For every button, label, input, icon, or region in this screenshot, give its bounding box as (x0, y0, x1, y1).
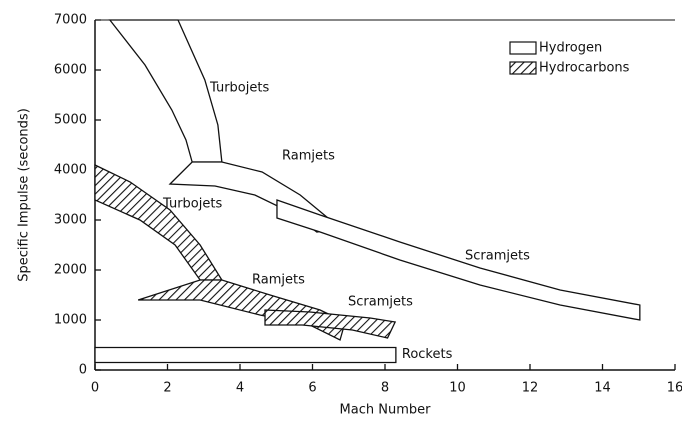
y-tick-label: 2000 (54, 263, 87, 278)
rockets-band (94, 346, 397, 364)
x-tick-label: 8 (381, 381, 389, 396)
band (264, 309, 397, 339)
band-label: Turbojets (209, 81, 269, 96)
x-tick-label: 6 (308, 381, 316, 396)
y-tick-label: 5000 (54, 113, 87, 128)
x-tick-label: 12 (522, 381, 539, 396)
x-axis-label: Mach Number (340, 403, 432, 418)
band-label: Ramjets (252, 273, 305, 288)
y-tick-label: 1000 (54, 313, 87, 328)
x-tick-label: 10 (449, 381, 466, 396)
legend-label: Hydrogen (539, 41, 602, 56)
band-label: Scramjets (465, 249, 530, 264)
y-axis-label: Specific Impulse (seconds) (17, 108, 32, 282)
y-tick-label: 3000 (54, 213, 87, 228)
x-tick-label: 4 (236, 381, 244, 396)
band (276, 199, 641, 321)
legend-swatch (509, 61, 537, 75)
x-tick-label: 2 (163, 381, 171, 396)
band (108, 19, 223, 163)
y-tick-label: 7000 (54, 13, 87, 28)
y-tick-label: 6000 (54, 63, 87, 78)
x-tick-label: 0 (91, 381, 99, 396)
band-label: Scramjets (348, 295, 413, 310)
band-label: Rockets (402, 347, 453, 362)
legend-label: Hydrocarbons (539, 61, 630, 76)
x-tick-label: 16 (667, 381, 682, 396)
legend-swatch (509, 41, 537, 55)
x-tick-label: 14 (594, 381, 611, 396)
band-label: Turbojets (162, 197, 222, 212)
y-tick-label: 0 (79, 363, 87, 378)
band (137, 279, 346, 341)
y-tick-label: 4000 (54, 163, 87, 178)
band-label: Ramjets (282, 149, 335, 164)
